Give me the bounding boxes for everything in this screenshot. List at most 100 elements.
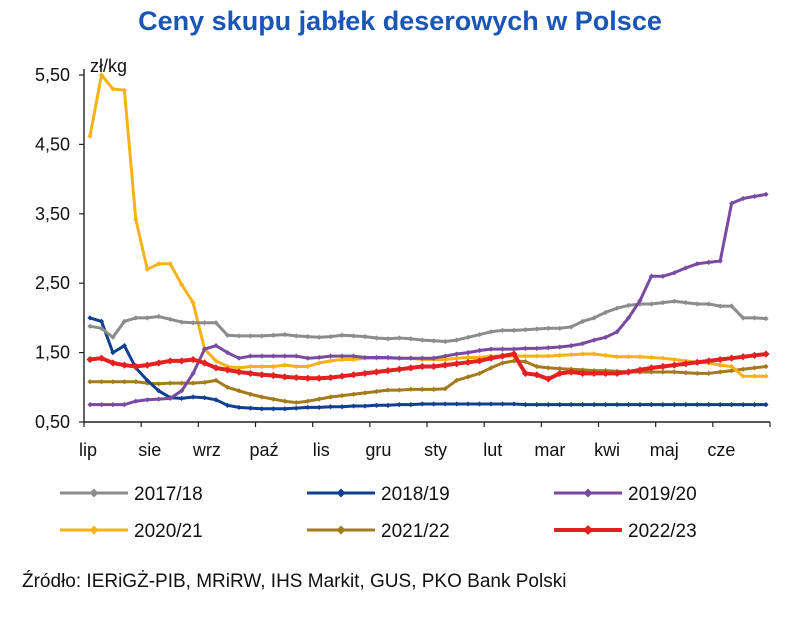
data-point: [384, 367, 392, 375]
data-point: [568, 324, 574, 330]
data-point: [706, 402, 712, 408]
data-point: [144, 315, 150, 321]
data-point: [671, 270, 677, 276]
data-point: [694, 370, 700, 377]
data-point: [602, 309, 609, 315]
data-point: [419, 337, 425, 343]
data-point: [110, 379, 116, 385]
data-point: [511, 346, 517, 352]
data-point: [442, 338, 448, 345]
data-point: [613, 369, 621, 378]
data-point: [236, 365, 242, 371]
data-point: [706, 370, 712, 377]
data-point: [648, 354, 655, 361]
data-point: [683, 300, 689, 306]
data-point: [293, 363, 299, 370]
data-point: [717, 402, 723, 408]
data-point: [419, 401, 425, 407]
data-point: [327, 373, 335, 382]
data-point: [259, 394, 265, 400]
y-axis-unit-label: zł/kg: [90, 56, 127, 76]
data-point: [454, 355, 460, 361]
data-point: [396, 355, 402, 361]
data-point: [602, 402, 609, 408]
data-point: [419, 386, 425, 392]
data-point: [223, 366, 232, 374]
legend-marker: [583, 488, 593, 498]
data-point: [454, 351, 460, 357]
legend-label: 2022/23: [628, 521, 697, 542]
data-point: [706, 301, 712, 307]
data-point: [339, 332, 345, 338]
data-point: [200, 359, 209, 367]
data-point: [763, 373, 769, 379]
data-point: [648, 402, 655, 408]
series-2019-20: [87, 191, 769, 408]
data-point: [282, 331, 288, 338]
data-point: [740, 366, 746, 372]
x-tick-label: wrz: [192, 440, 221, 460]
data-point: [190, 394, 196, 400]
data-point: [201, 320, 208, 326]
data-point: [179, 380, 185, 386]
data-point: [144, 397, 150, 403]
data-point: [660, 402, 666, 408]
data-point: [155, 359, 163, 367]
data-point: [236, 333, 242, 339]
legend-item-2019-20: 2019/20: [554, 484, 697, 505]
data-point: [751, 373, 758, 379]
data-point: [728, 354, 736, 362]
series-line: [88, 73, 766, 378]
legend-label: 2017/18: [134, 484, 203, 505]
data-point: [270, 406, 276, 412]
data-point: [580, 340, 586, 347]
data-point: [580, 402, 586, 408]
data-point: [258, 371, 266, 379]
data-point: [545, 402, 551, 408]
data-point: [556, 369, 564, 378]
data-point: [717, 258, 723, 264]
data-point: [247, 363, 254, 370]
data-point: [671, 369, 677, 375]
data-point: [591, 315, 597, 321]
data-point: [259, 353, 265, 359]
y-tick-label: 0,50: [35, 412, 70, 432]
data-point: [282, 362, 288, 368]
data-point: [304, 374, 312, 382]
data-point: [751, 402, 758, 408]
data-point: [545, 325, 551, 331]
data-point: [533, 371, 541, 379]
data-point: [442, 386, 448, 392]
series-2017-18: [87, 298, 769, 345]
data-point: [395, 365, 403, 373]
data-point: [259, 363, 265, 370]
data-point: [408, 402, 414, 408]
data-point: [293, 333, 299, 339]
data-point: [179, 395, 185, 402]
data-point: [339, 353, 345, 359]
data-point: [717, 303, 723, 309]
data-point: [87, 133, 93, 139]
data-point: [580, 351, 586, 357]
data-point: [740, 373, 746, 379]
x-tick-label: lis: [313, 440, 330, 460]
data-point: [499, 401, 506, 407]
data-point: [270, 396, 276, 402]
data-point: [97, 354, 106, 362]
data-point: [648, 369, 655, 375]
data-point: [637, 354, 643, 360]
data-point: [660, 300, 666, 306]
data-point: [305, 334, 311, 340]
data-point: [247, 391, 254, 397]
data-point: [361, 369, 369, 378]
data-point: [224, 332, 231, 338]
data-point: [121, 318, 127, 324]
data-point: [247, 333, 254, 339]
data-point: [465, 350, 471, 356]
data-point: [133, 379, 139, 385]
data-point: [476, 370, 483, 377]
data-point: [316, 360, 322, 366]
series-2022-23: [86, 350, 770, 383]
data-point: [476, 401, 483, 407]
data-point: [144, 377, 150, 383]
